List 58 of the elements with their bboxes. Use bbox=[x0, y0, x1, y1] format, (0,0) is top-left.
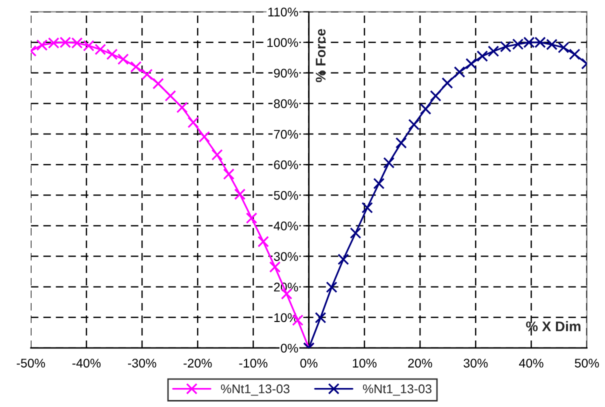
legend-label: %Nt1_13-03 bbox=[220, 384, 290, 396]
point bbox=[130, 61, 142, 73]
y-tick-label: 70% bbox=[274, 130, 298, 139]
x-tick-label: 40% bbox=[519, 358, 544, 368]
y-tick-label: 50% bbox=[274, 190, 298, 200]
point bbox=[466, 58, 477, 70]
point bbox=[420, 103, 432, 115]
point bbox=[94, 44, 106, 56]
point bbox=[476, 50, 488, 62]
point bbox=[326, 281, 338, 293]
point bbox=[269, 261, 281, 273]
point bbox=[430, 90, 442, 102]
point bbox=[117, 53, 129, 65]
point bbox=[106, 48, 118, 60]
point bbox=[188, 116, 199, 128]
point bbox=[395, 137, 407, 149]
y-tick-label: 0% bbox=[280, 344, 298, 353]
x-tick-label: 20% bbox=[408, 358, 432, 368]
point bbox=[223, 168, 234, 180]
x-tick-label: -20% bbox=[184, 358, 212, 368]
x-tick-label: 0% bbox=[300, 358, 318, 368]
point bbox=[442, 77, 453, 89]
x-tick-label: 30% bbox=[464, 358, 488, 368]
point bbox=[176, 102, 188, 114]
point bbox=[350, 227, 362, 239]
point bbox=[164, 90, 176, 102]
point bbox=[314, 312, 326, 324]
y-tick-label: 60% bbox=[274, 160, 298, 170]
point bbox=[408, 118, 420, 130]
x-tick-label: 10% bbox=[352, 358, 377, 368]
point bbox=[152, 78, 164, 90]
point bbox=[198, 131, 210, 142]
x-tick-label: -50% bbox=[16, 358, 45, 368]
y-tick-label: 30% bbox=[274, 252, 298, 261]
point bbox=[141, 68, 153, 80]
y-tick-label: 40% bbox=[274, 222, 298, 230]
y-tick-label: 90% bbox=[274, 68, 298, 78]
point bbox=[568, 48, 580, 60]
y-axis-title: % Force bbox=[316, 28, 326, 82]
x-tick-label: -10% bbox=[239, 358, 268, 368]
x-tick-label: -40% bbox=[72, 358, 101, 368]
y-tick-label: 100% bbox=[267, 38, 298, 48]
legend-label: %Nt1_13-03 bbox=[362, 384, 432, 396]
point bbox=[258, 236, 269, 248]
x-tick-label: -30% bbox=[128, 358, 156, 368]
y-tick-label: 80% bbox=[274, 99, 298, 108]
point bbox=[338, 254, 350, 266]
x-axis-title: % X Dim bbox=[526, 321, 580, 332]
point bbox=[373, 178, 385, 190]
x-tick-label: 50% bbox=[574, 358, 599, 368]
point bbox=[234, 188, 246, 200]
point bbox=[362, 202, 373, 214]
point bbox=[383, 157, 395, 168]
point bbox=[454, 66, 466, 78]
point bbox=[246, 212, 258, 224]
point bbox=[488, 46, 500, 57]
point bbox=[211, 149, 223, 161]
y-tick-label: 110% bbox=[268, 8, 298, 16]
